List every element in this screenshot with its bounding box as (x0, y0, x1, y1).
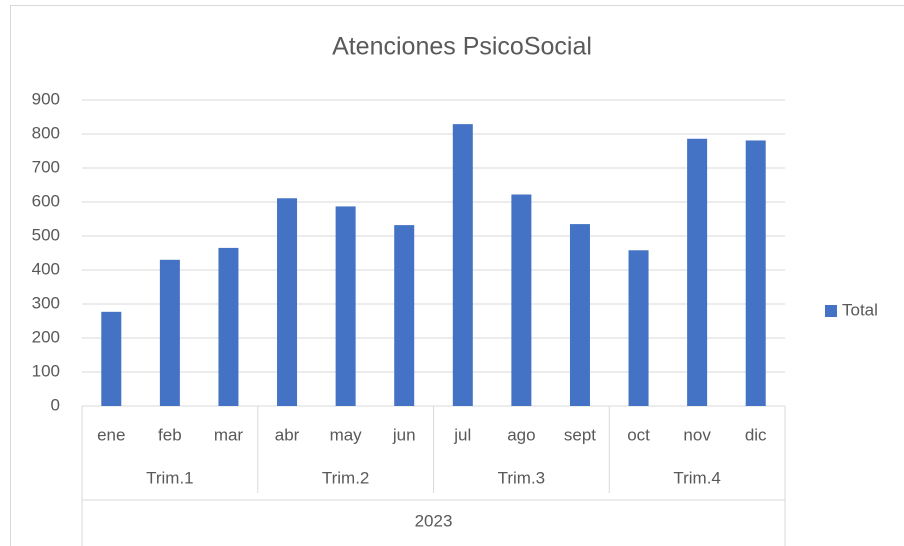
y-tick-label: 900 (32, 89, 60, 108)
x-tick-label: jul (453, 425, 471, 444)
x-tick-label: ago (507, 425, 535, 444)
bar (745, 140, 766, 406)
chart-title: Atenciones PsicoSocial (332, 33, 592, 61)
group-label: Trim.2 (322, 468, 370, 487)
legend-swatch (825, 305, 837, 317)
bar (687, 138, 708, 406)
y-tick-label: 100 (32, 361, 60, 380)
bar (335, 206, 356, 406)
y-tick-label: 200 (32, 327, 60, 346)
y-tick-label: 300 (32, 293, 60, 312)
x-tick-label: jun (392, 425, 416, 444)
group-label: Trim.3 (498, 468, 546, 487)
group-label: Trim.1 (146, 468, 194, 487)
chart-frame (10, 5, 904, 546)
bar (277, 198, 298, 406)
x-tick-label: dic (745, 425, 767, 444)
bar (569, 224, 590, 406)
y-tick-label: 400 (32, 259, 60, 278)
group-label: Trim.4 (673, 468, 721, 487)
y-tick-label: 0 (51, 395, 60, 414)
x-tick-label: oct (627, 425, 650, 444)
x-tick-label: may (330, 425, 363, 444)
bar (159, 259, 180, 406)
x-tick-label: ene (97, 425, 125, 444)
bar (101, 311, 122, 406)
x-tick-label: feb (158, 425, 182, 444)
y-tick-label: 800 (32, 123, 60, 142)
x-tick-label: mar (214, 425, 244, 444)
bar (452, 124, 473, 406)
top-group-label: 2023 (415, 511, 453, 530)
x-tick-label: sept (564, 425, 596, 444)
y-tick-label: 600 (32, 191, 60, 210)
x-tick-label: nov (683, 425, 711, 444)
bar (394, 225, 415, 406)
legend-label: Total (842, 300, 878, 319)
y-tick-label: 700 (32, 157, 60, 176)
bar (218, 247, 239, 406)
bar (628, 250, 649, 406)
bar (511, 194, 532, 406)
x-tick-label: abr (275, 425, 300, 444)
y-tick-label: 500 (32, 225, 60, 244)
